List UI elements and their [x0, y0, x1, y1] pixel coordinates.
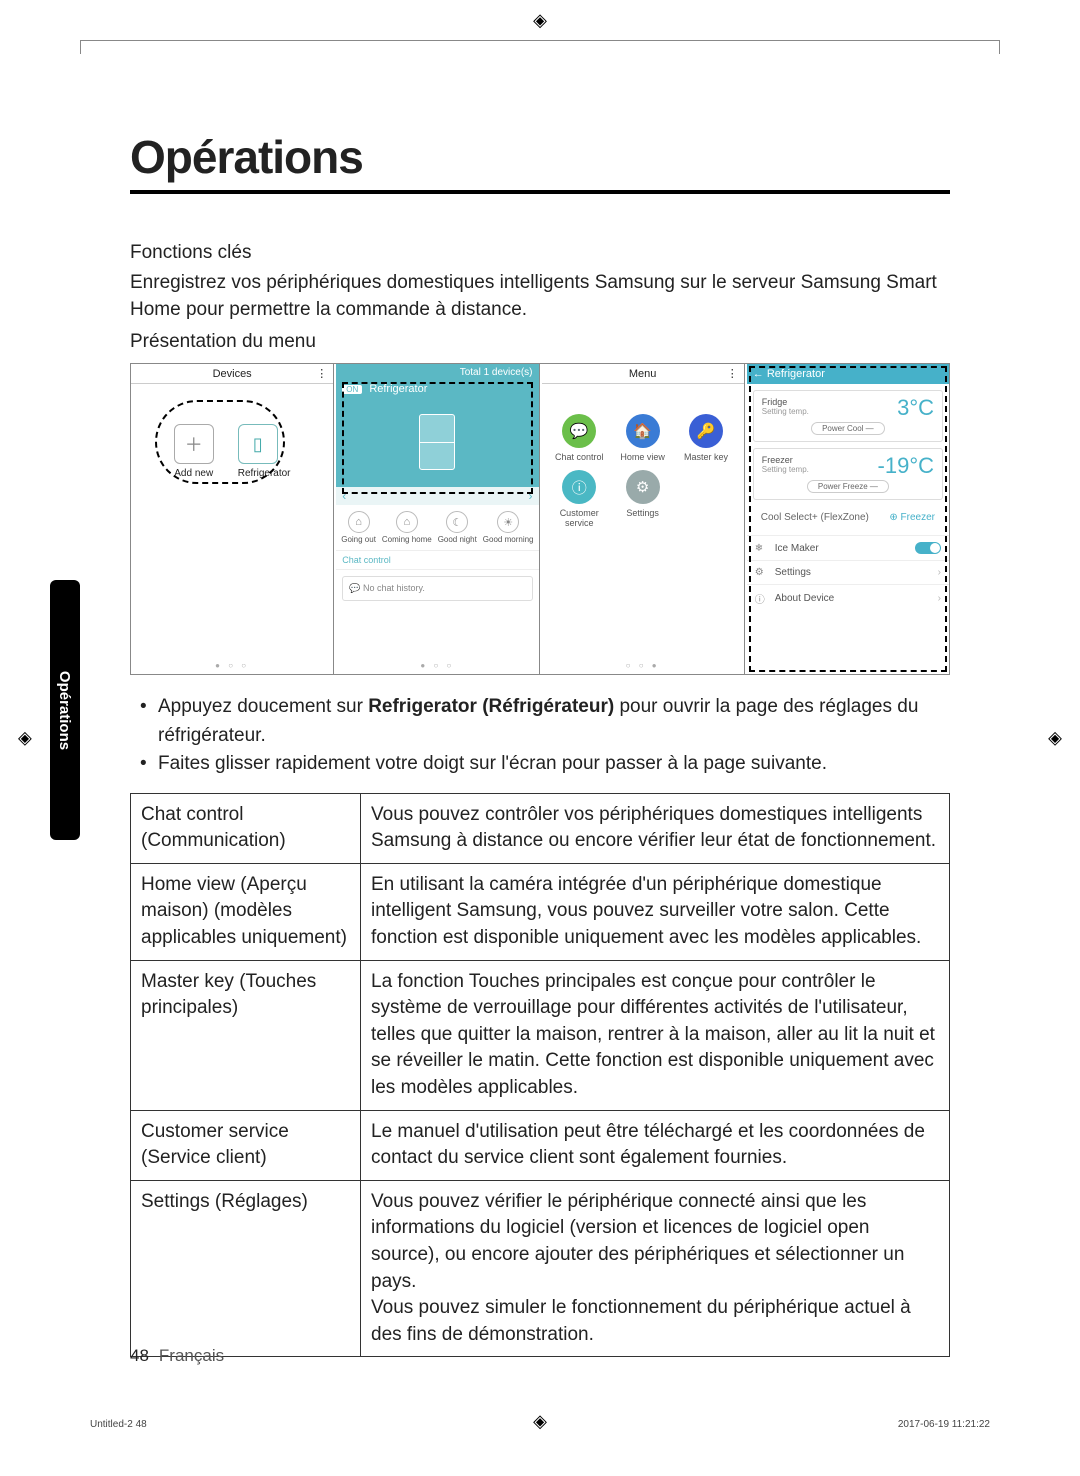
- page-number: 48: [130, 1346, 149, 1366]
- screenshot-menu: Menu ⋮ 💬 Chat control 🏠 Home view 🔑 Master …: [542, 364, 745, 674]
- screenshot-devices: Devices ⋮ ＋ Add new ▯ Refrigerator ● ○ ○: [131, 364, 334, 674]
- page-title: Opérations: [130, 130, 950, 194]
- menu-label: Home view: [620, 452, 665, 462]
- table-value: Vous pouvez vérifier le périphérique con…: [361, 1180, 950, 1357]
- fridge-panel: Fridge Setting temp. 3°C Power Cool —: [753, 390, 943, 442]
- bullet-text: Appuyez doucement sur: [158, 696, 368, 717]
- menu-label: Master key: [684, 452, 728, 462]
- mode-icon: ☾: [446, 511, 468, 533]
- crop-mark-icon: ◈: [1048, 728, 1062, 749]
- table-row: Master key (Touches principales) La fonc…: [131, 960, 950, 1110]
- table-value: Vous pouvez contrôler vos périphériques …: [361, 793, 950, 863]
- crop-mark-icon: ◈: [533, 1411, 547, 1432]
- info-icon: ⓘ: [562, 470, 596, 504]
- table-row: Home view (Aperçu maison) (modèles appli…: [131, 863, 950, 960]
- mode-icon: ☀: [497, 511, 519, 533]
- menu-label: Customer service: [560, 508, 599, 528]
- bullet-item: Appuyez doucement sur Refrigerator (Réfr…: [130, 693, 950, 750]
- table-row: Chat control (Communication) Vous pouvez…: [131, 793, 950, 863]
- crop-mark-icon: ◈: [533, 10, 547, 31]
- menu-overview-label: Présentation du menu: [130, 331, 950, 353]
- power-cool-btn: Power Cool —: [811, 422, 885, 435]
- table-row: Customer service (Service client) Le man…: [131, 1110, 950, 1180]
- screenshot-refrigerator: Total 1 device(s) ON Refrigerator ‹› ⌂Go…: [336, 364, 539, 674]
- highlight-dash: [155, 400, 285, 484]
- page-footer: 48 Français: [130, 1346, 950, 1366]
- print-meta-left: Untitled-2 48: [90, 1419, 147, 1430]
- pager-dots: ○ ○ ●: [542, 661, 744, 670]
- table-key: Master key (Touches principales): [131, 960, 361, 1110]
- table-key: Chat control (Communication): [131, 793, 361, 863]
- toggle-on-icon: [915, 542, 941, 554]
- menu-item: 🏠 Home view: [615, 414, 670, 462]
- mode-item: ⌂ Coming home: [382, 511, 432, 544]
- temp-value: -19: [878, 453, 910, 478]
- more-icon: ⋮: [727, 364, 738, 384]
- pager-dots: ● ○ ○: [131, 661, 333, 670]
- table-key: Settings (Réglages): [131, 1180, 361, 1357]
- gear-icon: ⚙: [626, 470, 660, 504]
- header-label: Devices: [213, 368, 252, 380]
- temp-unit: °C: [909, 395, 934, 420]
- freezer-panel: Freezer Setting temp. -19°C Power Freeze…: [753, 448, 943, 500]
- chat-icon: 💬: [562, 414, 596, 448]
- power-freeze-btn: Power Freeze —: [807, 480, 889, 493]
- screenshot-settings: Refrigerator Fridge Setting temp. 3°C Po…: [747, 364, 949, 674]
- menu-label: Chat control: [555, 452, 604, 462]
- table-value: Le manuel d'utilisation peut être téléch…: [361, 1110, 950, 1180]
- chat-empty: No chat history.: [342, 576, 532, 601]
- mode-label: Good night: [438, 535, 477, 544]
- header-label: Menu: [629, 368, 657, 380]
- print-meta-right: 2017-06-19 11:21:22: [898, 1419, 990, 1430]
- table-key: Customer service (Service client): [131, 1110, 361, 1180]
- mode-icon: ⌂: [348, 511, 370, 533]
- temp-value: 3: [897, 395, 909, 420]
- key-icon: 🔑: [689, 414, 723, 448]
- menu-item: 💬 Chat control: [552, 414, 607, 462]
- table-value: En utilisant la caméra intégrée d'un pér…: [361, 863, 950, 960]
- mode-label: Good morning: [483, 535, 534, 544]
- feature-table: Chat control (Communication) Vous pouvez…: [130, 793, 950, 1358]
- menu-item: ⓘ Customer service: [552, 470, 607, 528]
- crop-mark-icon: ◈: [18, 728, 32, 749]
- home-icon: 🏠: [626, 414, 660, 448]
- mode-row: ⌂ Going out ⌂ Coming home ☾ Good night ☀ Goo…: [336, 505, 538, 551]
- mode-item: ☀ Good morning: [483, 511, 534, 544]
- mode-label: Going out: [341, 535, 376, 544]
- footer-rule: [234, 1356, 950, 1357]
- page-language: Français: [159, 1346, 224, 1366]
- intro-paragraph: Enregistrez vos périphériques domestique…: [130, 270, 950, 323]
- screenshot-row: Devices ⋮ ＋ Add new ▯ Refrigerator ● ○ ○…: [130, 363, 950, 675]
- menu-item: ⚙ Settings: [615, 470, 670, 528]
- temp-unit: °C: [909, 453, 934, 478]
- table-key: Home view (Aperçu maison) (modèles appli…: [131, 863, 361, 960]
- screenshot-header: Devices ⋮: [131, 364, 333, 384]
- mode-label: Coming home: [382, 535, 432, 544]
- side-tab-label: Opérations: [57, 670, 74, 749]
- menu-label: Settings: [626, 508, 659, 518]
- subheading: Fonctions clés: [130, 242, 950, 264]
- freezer-temp: -19°C: [878, 453, 934, 479]
- mode-item: ☾ Good night: [438, 511, 477, 544]
- mode-item: ⌂ Going out: [341, 511, 376, 544]
- table-row: Settings (Réglages) Vous pouvez vérifier…: [131, 1180, 950, 1357]
- bullet-bold: Refrigerator (Réfrigérateur): [368, 696, 614, 717]
- bullet-list: Appuyez doucement sur Refrigerator (Réfr…: [130, 693, 950, 779]
- bullet-item: Faites glisser rapidement votre doigt su…: [130, 750, 950, 779]
- side-tab: Opérations: [50, 580, 80, 840]
- chat-control-label: Chat control: [336, 551, 538, 570]
- menu-item: 🔑 Master key: [678, 414, 733, 462]
- pager-dots: ● ○ ○: [336, 661, 538, 670]
- fridge-temp: 3°C: [897, 395, 934, 421]
- screenshot-header: Menu ⋮: [542, 364, 744, 384]
- mode-icon: ⌂: [396, 511, 418, 533]
- more-icon: ⋮: [316, 364, 327, 384]
- fridge-icon: [419, 414, 455, 470]
- table-value: La fonction Touches principales est conç…: [361, 960, 950, 1110]
- total-devices: Total 1 device(s): [336, 364, 538, 381]
